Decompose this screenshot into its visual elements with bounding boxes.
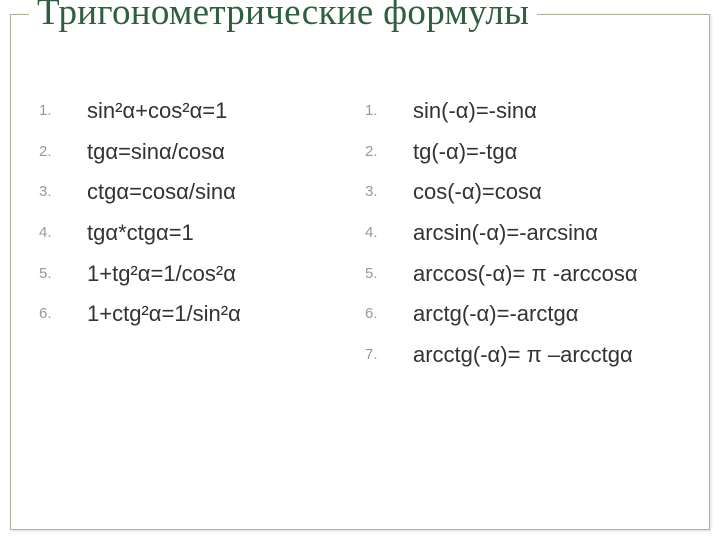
- formula-item: sin(-α)=-sinα: [365, 91, 681, 132]
- slide-title: Тригонометрические формулы: [29, 0, 537, 34]
- formula-item: arccos(-α)= π -arccosα: [365, 254, 681, 295]
- formula-list-left: sin²α+cos²α=1tgα=sinα/cosαctgα=cosα/sinα…: [39, 91, 355, 335]
- formula-item: arctg(-α)=-arctgα: [365, 294, 681, 335]
- right-column: sin(-α)=-sinαtg(-α)=-tgαcos(-α)=cosαarcs…: [365, 91, 681, 376]
- formula-item: sin²α+cos²α=1: [39, 91, 355, 132]
- formula-list-right: sin(-α)=-sinαtg(-α)=-tgαcos(-α)=cosαarcs…: [365, 91, 681, 376]
- formula-item: arcsin(-α)=-arcsinα: [365, 213, 681, 254]
- formula-item: tgα*ctgα=1: [39, 213, 355, 254]
- left-column: sin²α+cos²α=1tgα=sinα/cosαctgα=cosα/sinα…: [39, 91, 355, 376]
- formula-item: 1+tg²α=1/cos²α: [39, 254, 355, 295]
- formula-item: 1+ctg²α=1/sin²α: [39, 294, 355, 335]
- formula-item: tg(-α)=-tgα: [365, 132, 681, 173]
- formula-item: ctgα=cosα/sinα: [39, 172, 355, 213]
- slide-frame: Тригонометрические формулы sin²α+cos²α=1…: [10, 14, 710, 530]
- formula-item: cos(-α)=cosα: [365, 172, 681, 213]
- formula-item: tgα=sinα/cosα: [39, 132, 355, 173]
- content-area: sin²α+cos²α=1tgα=sinα/cosαctgα=cosα/sinα…: [11, 15, 709, 396]
- formula-item: arcctg(-α)= π –arcctgα: [365, 335, 681, 376]
